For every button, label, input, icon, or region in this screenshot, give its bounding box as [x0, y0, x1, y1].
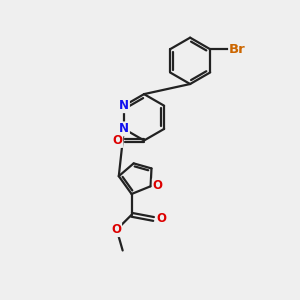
Text: Br: Br: [229, 43, 246, 56]
Text: O: O: [111, 223, 121, 236]
Text: O: O: [153, 179, 163, 192]
Text: O: O: [156, 212, 166, 225]
Text: N: N: [119, 99, 129, 112]
Text: N: N: [119, 122, 129, 135]
Text: O: O: [112, 134, 122, 147]
